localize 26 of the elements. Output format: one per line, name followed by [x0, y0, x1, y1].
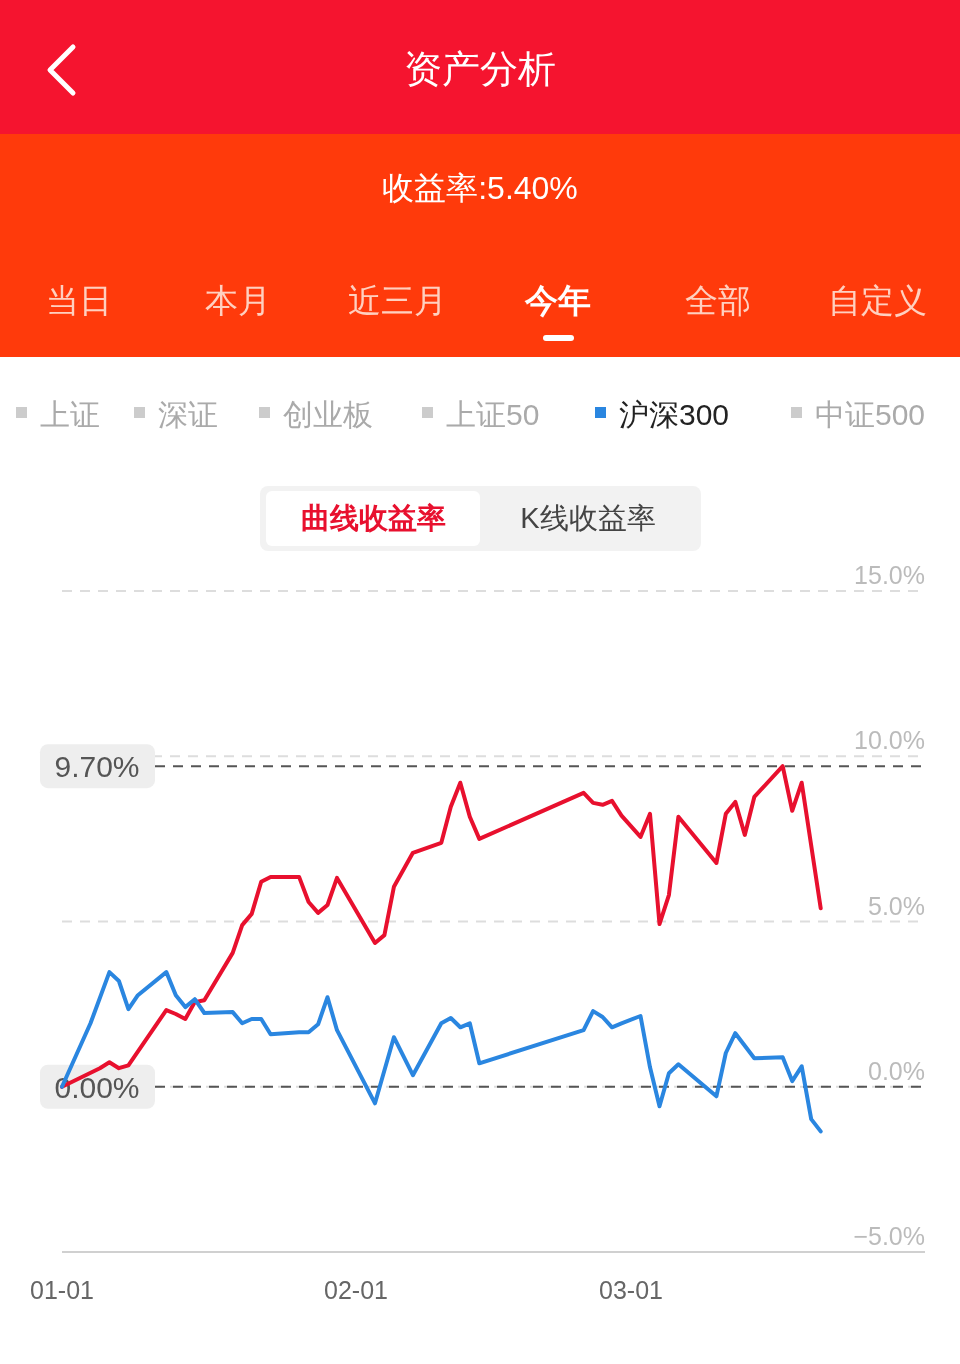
legend-label: 上证50 — [446, 398, 540, 431]
x-tick-label: 03-01 — [599, 1276, 663, 1304]
ref-line-label: 9.70% — [54, 750, 140, 784]
legend-label: 创业板 — [283, 398, 373, 431]
x-tick-label: 02-01 — [324, 1276, 388, 1304]
y-tick-label: 10.0% — [854, 726, 925, 755]
legend-label: 沪深300 — [619, 398, 730, 431]
text: 近三月 — [347, 282, 447, 319]
legend-label: 中证500 — [815, 398, 926, 431]
text: 今年 — [524, 282, 591, 319]
y-tick-label: −5.0% — [853, 1222, 925, 1250]
y-tick-label: 5.0% — [868, 891, 925, 920]
text: 全部 — [685, 282, 751, 319]
x-tick-label: 01-01 — [30, 1276, 94, 1304]
text: 曲线收益率 — [300, 502, 446, 534]
chart-title: 资产分析 — [404, 48, 556, 90]
chart-subtitle: 收益率:5.40% — [382, 170, 578, 206]
text: 本月 — [205, 282, 271, 319]
ref-line-label: 0.00% — [54, 1070, 140, 1104]
text: 自定义 — [827, 282, 927, 319]
legend-label: 上证 — [40, 398, 100, 431]
y-tick-label: 15.0% — [854, 561, 925, 589]
legend-label: 深证 — [158, 398, 218, 431]
text: K线收益率 — [520, 502, 656, 534]
y-tick-label: 0.0% — [868, 1056, 925, 1085]
text: 当日 — [46, 282, 112, 319]
